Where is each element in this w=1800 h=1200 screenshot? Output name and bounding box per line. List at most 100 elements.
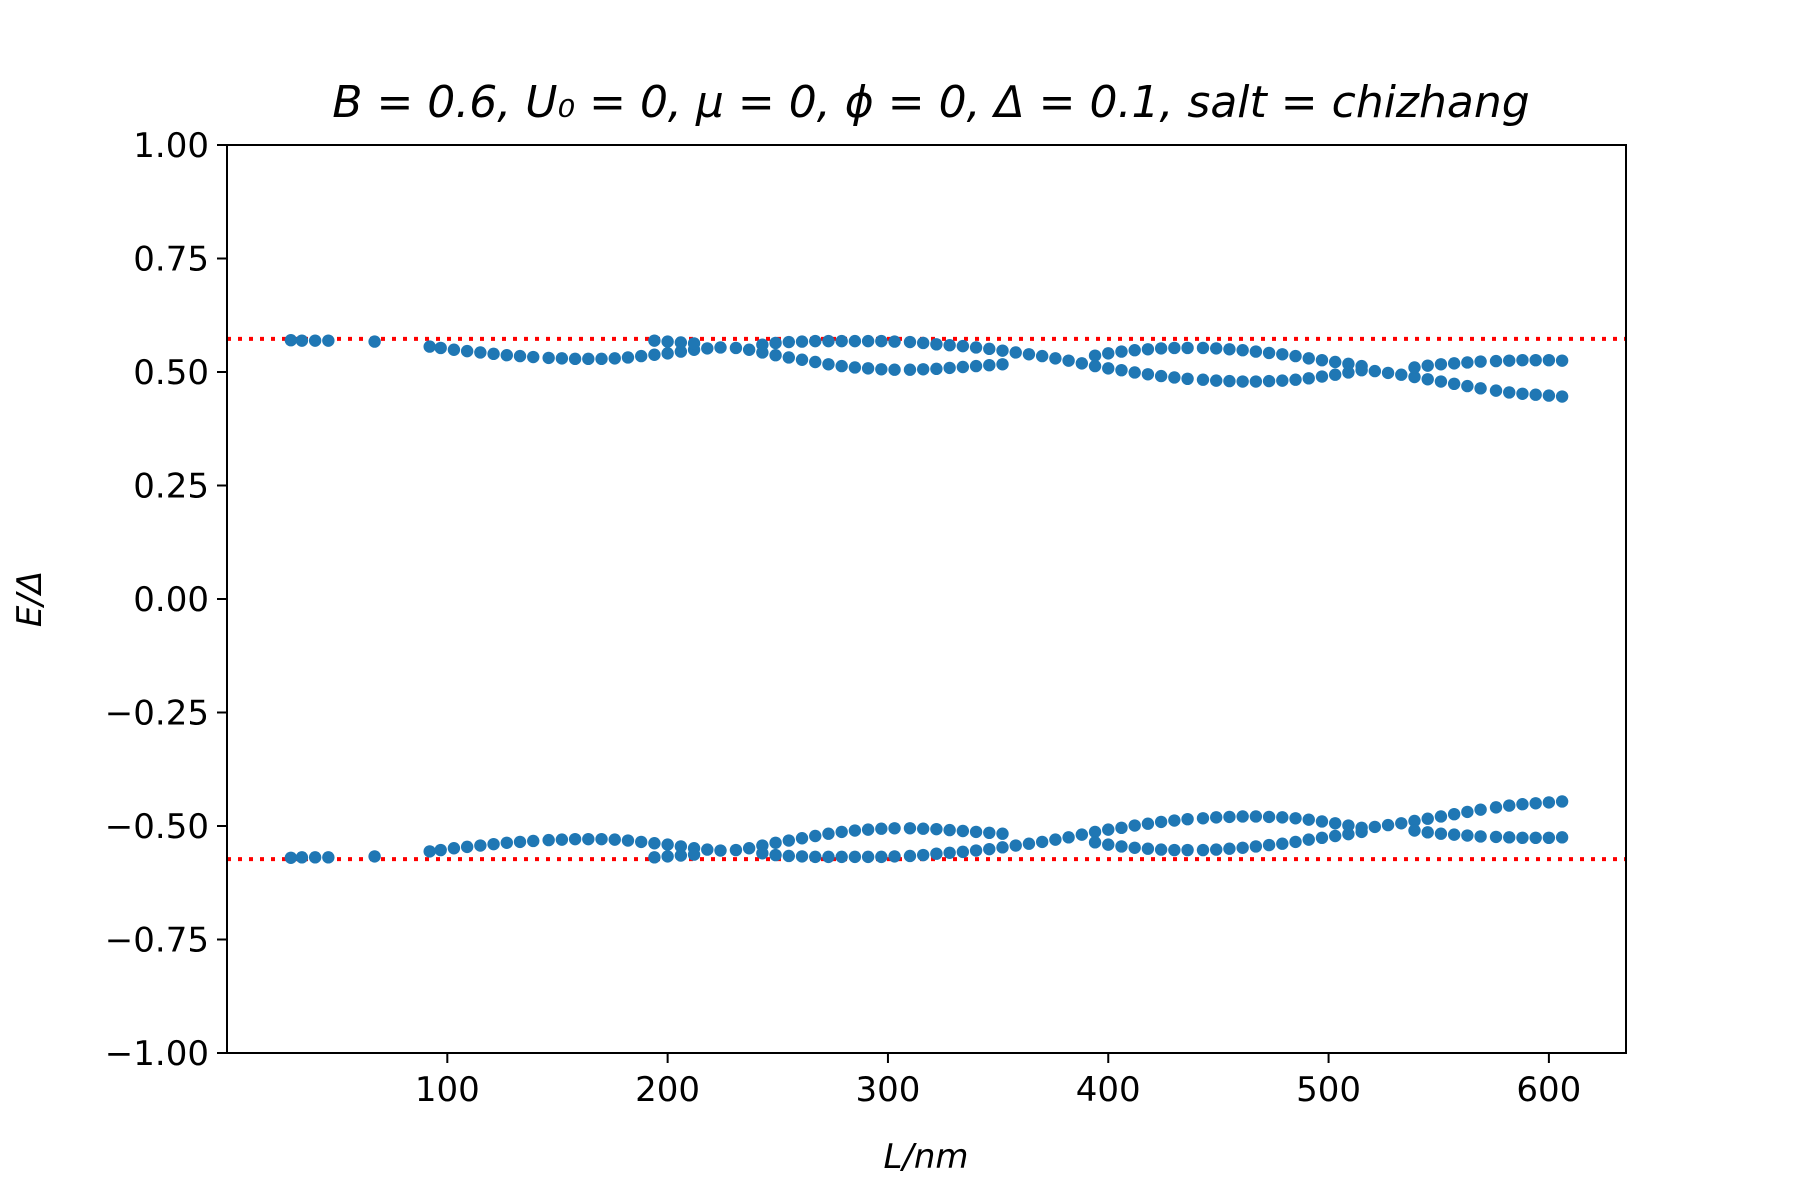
data-point (674, 840, 688, 853)
data-point (903, 822, 917, 835)
data-point (996, 344, 1009, 357)
data-point (996, 841, 1009, 854)
data-point (284, 851, 298, 864)
data-point (1315, 370, 1329, 383)
data-point (795, 353, 809, 366)
data-point (956, 360, 970, 374)
data-point (742, 343, 756, 356)
data-point (1302, 352, 1315, 365)
data-point (1168, 843, 1181, 857)
data-point (1154, 815, 1168, 829)
data-point (1381, 818, 1395, 832)
data-point (916, 848, 930, 862)
data-point (983, 826, 996, 840)
data-point (1088, 349, 1102, 362)
data-point (1516, 353, 1529, 367)
x-axis-label: L/nm (883, 1137, 968, 1177)
data-point (809, 850, 822, 864)
data-point (1181, 812, 1194, 826)
y-tick-label: 0.25 (133, 467, 209, 507)
data-point (756, 338, 769, 351)
data-point (809, 334, 822, 348)
data-point (1421, 812, 1434, 825)
data-point (983, 358, 996, 372)
data-point (1276, 837, 1289, 850)
data-point (1223, 842, 1236, 855)
data-point (687, 848, 701, 861)
y-tick-label: −0.25 (105, 694, 209, 734)
data-point (1342, 357, 1355, 371)
data-point (1328, 368, 1342, 381)
data-point (1529, 353, 1542, 367)
plot-frame (226, 144, 1627, 1054)
data-point (634, 835, 648, 849)
data-point (434, 843, 447, 857)
data-point (848, 850, 862, 864)
data-point (595, 832, 608, 846)
data-point (769, 848, 782, 862)
data-point (1210, 374, 1223, 387)
data-point (1302, 372, 1315, 385)
data-point (1181, 341, 1194, 355)
data-point (1249, 375, 1263, 388)
data-point (1181, 372, 1194, 386)
data-point (1489, 354, 1503, 368)
data-point (822, 334, 835, 348)
data-point (1141, 817, 1155, 830)
data-point (983, 342, 996, 356)
data-point (1102, 838, 1115, 851)
data-point (848, 361, 862, 374)
data-point (943, 361, 956, 375)
data-point (661, 347, 674, 360)
data-point (1289, 373, 1302, 386)
data-point (848, 334, 862, 348)
data-point (1342, 819, 1355, 832)
data-point (1236, 841, 1249, 854)
data-point (648, 837, 661, 850)
data-point (916, 336, 930, 350)
data-point (460, 344, 474, 358)
data-point (769, 836, 782, 849)
data-point (861, 823, 875, 836)
data-point (1434, 358, 1448, 371)
data-point (661, 838, 674, 851)
data-point (1342, 827, 1355, 841)
data-point (460, 840, 474, 854)
data-point (1196, 341, 1210, 355)
data-point (542, 351, 555, 365)
data-point (322, 334, 335, 347)
data-point (714, 341, 727, 354)
data-point (1181, 843, 1194, 857)
data-point (368, 335, 381, 348)
data-point (848, 824, 862, 837)
data-point (729, 843, 743, 857)
data-point (1474, 355, 1487, 368)
data-point (916, 363, 930, 376)
data-point (1408, 361, 1421, 374)
data-point (1302, 833, 1315, 846)
data-point (1355, 821, 1368, 835)
data-point (875, 334, 888, 348)
data-point (969, 359, 983, 373)
data-point (969, 844, 983, 857)
data-point (1408, 370, 1421, 384)
data-point (809, 355, 822, 369)
data-point (1368, 820, 1382, 834)
data-point (835, 359, 848, 373)
data-point (1262, 838, 1276, 852)
data-point (308, 851, 322, 864)
data-point (447, 842, 461, 855)
data-point (1328, 829, 1342, 843)
data-point (1088, 359, 1102, 373)
data-point (1315, 815, 1329, 828)
data-point (1062, 354, 1075, 367)
data-point (1223, 810, 1236, 824)
y-axis-label: E/Δ (10, 571, 50, 627)
data-point (608, 352, 621, 365)
data-point (1474, 830, 1487, 843)
data-point (1315, 353, 1329, 367)
data-point (1289, 349, 1302, 363)
x-axis: 100 200 300 400 500 600 (415, 1053, 1581, 1110)
data-point (368, 850, 381, 863)
